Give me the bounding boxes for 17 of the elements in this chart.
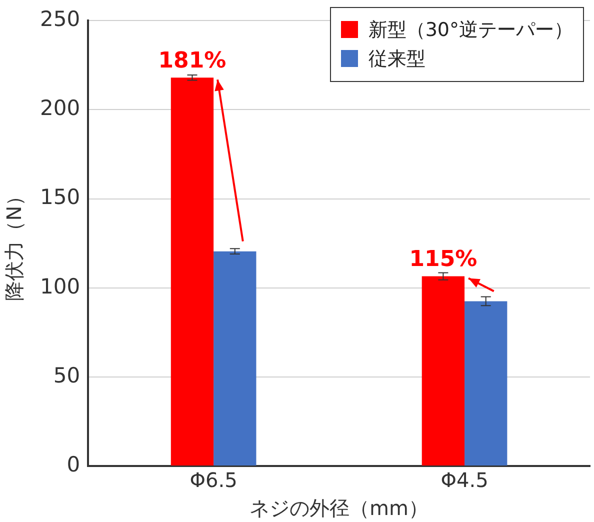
annotation: 181%: [158, 48, 226, 74]
y-tick-label: 250: [40, 7, 80, 32]
x-tick-label: Φ6.5: [190, 468, 238, 492]
y-tick-label: 100: [40, 274, 80, 298]
y-axis-title: 降伏力（N）: [2, 186, 26, 301]
y-tick-label: 0: [66, 452, 80, 476]
y-tick-label: 50: [53, 363, 80, 388]
legend-label: 新型（30°逆テーパー）: [368, 18, 573, 43]
legend-label: 従来型: [368, 46, 426, 72]
annotation: 115%: [409, 246, 478, 272]
bar: [464, 301, 508, 466]
x-tick-label: Φ4.5: [440, 468, 488, 492]
bar: [422, 276, 465, 466]
y-tick-label: 200: [40, 96, 80, 120]
x-axis-title: ネジの外径（mm）: [250, 496, 429, 520]
bar: [214, 251, 256, 466]
y-tick-label: 150: [40, 185, 80, 210]
